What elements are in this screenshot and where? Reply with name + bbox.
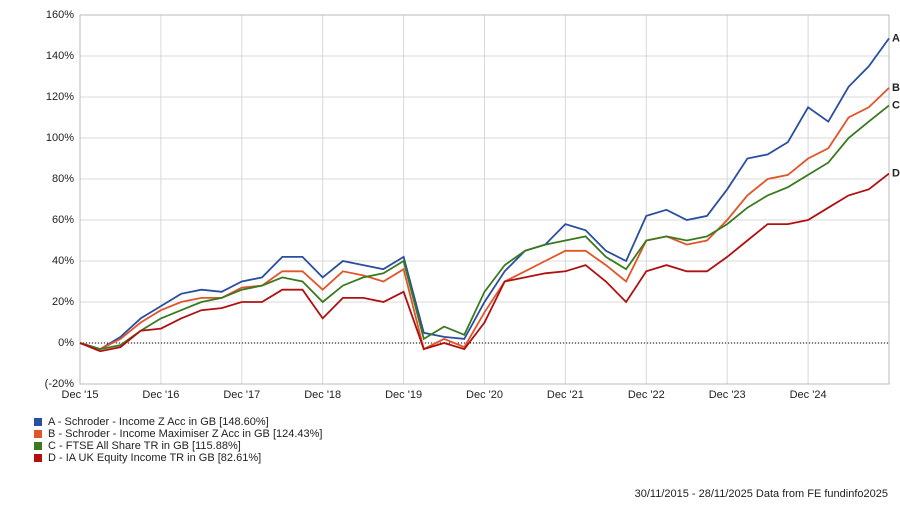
end-label: B — [892, 82, 900, 94]
legend-swatch — [34, 418, 42, 426]
y-tick-label: 40% — [52, 255, 74, 267]
y-tick-label: 160% — [46, 9, 74, 21]
legend-label: B - Schroder - Income Maximiser Z Acc in… — [48, 428, 322, 440]
series-line — [79, 87, 890, 351]
y-tick-label: 100% — [46, 132, 74, 144]
series-line — [79, 172, 890, 353]
plot-frame — [79, 14, 890, 385]
y-tick-label: 0% — [58, 337, 74, 349]
x-tick-label: Dec '19 — [385, 389, 422, 401]
x-tick-label: Dec '17 — [223, 389, 260, 401]
series-line — [79, 104, 890, 351]
series-line — [79, 37, 890, 351]
legend-label: A - Schroder - Income Z Acc in GB [148.6… — [48, 416, 269, 428]
y-tick-label: 20% — [52, 296, 74, 308]
x-tick-label: Dec '24 — [790, 389, 827, 401]
legend-label: D - IA UK Equity Income TR in GB [82.61%… — [48, 452, 261, 464]
legend-swatch — [34, 454, 42, 462]
x-tick-label: Dec '16 — [142, 389, 179, 401]
footer: 30/11/2015 - 28/11/2025 Data from FE fun… — [635, 488, 888, 500]
x-tick-label: Dec '20 — [466, 389, 503, 401]
legend-swatch — [34, 430, 42, 438]
x-tick-label: Dec '23 — [709, 389, 746, 401]
end-label: D — [892, 168, 900, 180]
end-label: C — [892, 99, 900, 111]
x-tick-label: Dec '18 — [304, 389, 341, 401]
y-tick-label: 120% — [46, 91, 74, 103]
y-tick-label: 80% — [52, 173, 74, 185]
x-tick-label: Dec '21 — [547, 389, 584, 401]
x-tick-label: Dec '22 — [628, 389, 665, 401]
y-tick-label: 60% — [52, 214, 74, 226]
legend-swatch — [34, 442, 42, 450]
x-tick-label: Dec '15 — [62, 389, 99, 401]
end-label: A — [892, 32, 900, 44]
y-tick-label: (-20% — [45, 378, 75, 390]
y-tick-label: 140% — [46, 50, 74, 62]
legend-label: C - FTSE All Share TR in GB [115.88%] — [48, 440, 241, 452]
